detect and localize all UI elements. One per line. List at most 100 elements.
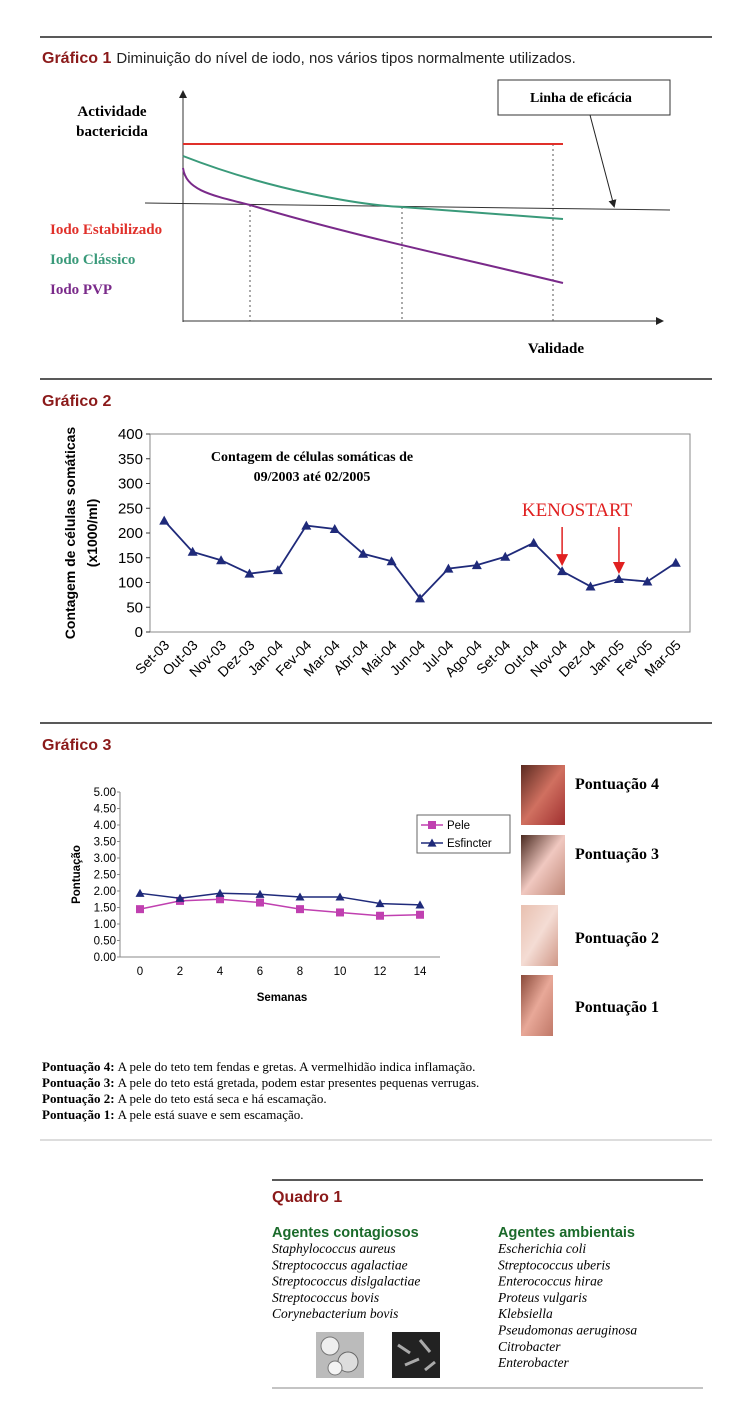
axis-label: Pontuação [71, 845, 83, 904]
legend-marker [428, 821, 436, 829]
score-label: Pontuação 4 [575, 776, 659, 793]
y-tick-label: 1.00 [94, 919, 116, 931]
legend-marker [427, 838, 437, 847]
x-tick-label: 10 [334, 966, 347, 978]
x-tick-label: 8 [297, 966, 303, 978]
x-tick-label: 0 [137, 966, 143, 978]
y-tick-label: 100 [118, 575, 143, 592]
list-item: Streptococcus dislgalactiae [272, 1274, 420, 1289]
curve [182, 155, 564, 220]
annotation: KENOSTART [522, 500, 633, 521]
axis-label: (x1000/ml) [84, 499, 100, 567]
note-text: A pele do teto tem fendas e gretas. A ve… [118, 1059, 476, 1074]
callout-box [497, 79, 671, 116]
y-tick-label: 3.00 [94, 853, 116, 865]
list-item: Pseudomonas aeruginosa [497, 1323, 637, 1338]
note-label: Pontuação 4: [42, 1059, 115, 1074]
marker [613, 574, 624, 584]
list-item: Staphylococcus aureus [272, 1241, 396, 1256]
marker [358, 548, 369, 558]
y-tick-label: 250 [118, 500, 143, 517]
guides [249, 144, 554, 321]
line [139, 892, 421, 906]
legend: Iodo Estabilizado Iodo Clássico Iodo PVP [50, 222, 162, 298]
note-label: Pontuação 3: [42, 1075, 115, 1090]
axis-label: Contagem de células somáticas [62, 427, 78, 640]
x-tick-label: 14 [414, 966, 427, 978]
marker [585, 581, 596, 591]
photo [521, 975, 553, 1036]
marker [135, 888, 145, 897]
y-tick-label: 4.50 [94, 804, 116, 816]
y-tick-label: 5.00 [94, 787, 116, 799]
note-text: A pele do teto está seca e há escamação. [118, 1091, 327, 1106]
note-label: Pontuação 2: [42, 1091, 115, 1106]
column-heading: Agentes contagiosos [272, 1225, 419, 1241]
marker [272, 565, 283, 575]
figure-label: Gráfico 1 [42, 50, 111, 67]
y-tick-label: 3.50 [94, 837, 116, 849]
list-item: Enterococcus hirae [497, 1274, 603, 1289]
marker [336, 908, 344, 917]
score-label: Pontuação 3 [575, 846, 659, 863]
legend-entry: Iodo Clássico [50, 252, 135, 268]
y-tick-label: 0.00 [94, 952, 116, 964]
legend-entry: Iodo PVP [50, 282, 112, 298]
photo [521, 765, 565, 825]
y-tick-label: 0 [135, 624, 143, 641]
x-tick-label: 12 [374, 966, 387, 978]
legend-entry: Pele [447, 820, 470, 832]
chart: 0 50 100 150 200 250 300 350 400 Contagem de célu… [62, 426, 691, 680]
marker [136, 905, 144, 914]
marker [376, 911, 384, 920]
callout-arrow [589, 114, 617, 208]
box-title: Quadro 1 [272, 1189, 342, 1206]
note: Pontuação 3: A pele do teto está gretada,… [42, 1075, 479, 1090]
marker [416, 910, 424, 919]
axis-label: Actividade [77, 104, 147, 120]
list-item: Enterobacter [497, 1355, 569, 1370]
axis-label: bactericida [76, 124, 148, 140]
y-tick-label: 200 [118, 525, 143, 542]
y-tick-label: 150 [118, 550, 143, 567]
photo-detail [397, 1339, 436, 1372]
marker [642, 576, 653, 586]
legend-entry: Iodo Estabilizado [50, 222, 162, 238]
y-tick-label: 400 [118, 426, 143, 443]
marker [386, 556, 397, 566]
list-item: Proteus vulgaris [497, 1290, 587, 1305]
list-item: Citrobacter [498, 1339, 561, 1354]
x-tick-label: 2 [177, 966, 183, 978]
chart-title: 09/2003 até 02/2005 [254, 470, 371, 485]
marker [335, 892, 345, 901]
marker [244, 568, 255, 578]
marker [175, 893, 185, 902]
marker [375, 899, 385, 908]
note-text: A pele do teto está gretada, podem estar… [118, 1075, 480, 1090]
y-tick-label: 350 [118, 451, 143, 468]
chart-title: Contagem de células somáticas de [211, 450, 413, 465]
marker [256, 898, 264, 907]
score-label: Pontuação 2 [575, 930, 659, 947]
marker [557, 566, 568, 576]
photo [521, 905, 558, 966]
figure-heading: Gráfico 1 Diminuição do nível de iodo, no… [42, 50, 576, 67]
figure-label: Gráfico 2 [42, 393, 111, 410]
column-heading: Agentes ambientais [498, 1225, 635, 1241]
photo-detail [327, 1360, 343, 1376]
figure-label: Gráfico 3 [42, 737, 111, 754]
y-tick-label: 4.00 [94, 820, 116, 832]
marker [295, 892, 305, 901]
marker [443, 563, 454, 573]
marker [255, 889, 265, 898]
y-tick-label: 50 [126, 599, 143, 616]
y-tick-label: 1.50 [94, 903, 116, 915]
marker [500, 551, 511, 561]
marker [471, 560, 482, 570]
note: Pontuação 1: A pele está suave e sem esca… [42, 1107, 303, 1122]
marker [329, 524, 340, 534]
notes: Pontuação 4: A pele do teto tem fendas e … [42, 1059, 479, 1122]
note-label: Pontuação 1: [42, 1107, 115, 1122]
